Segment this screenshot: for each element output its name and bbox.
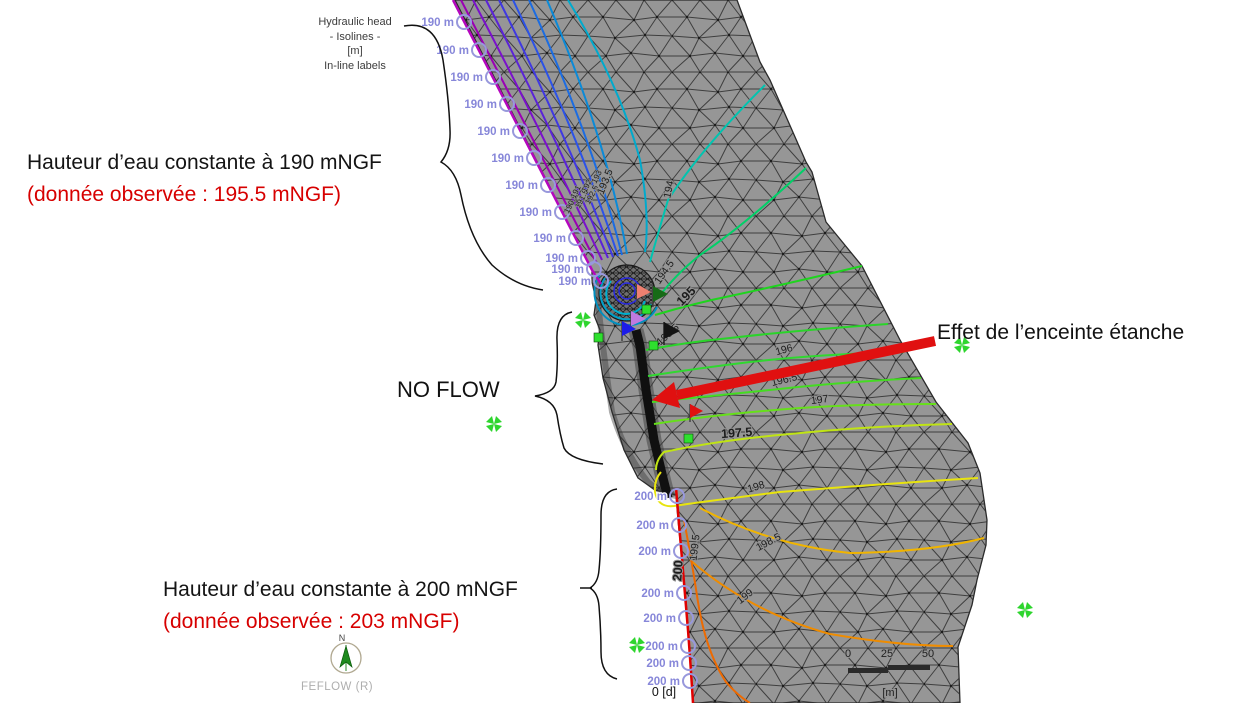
annotation-head-200: Hauteur d’eau constante à 200 mNGF (donn… [163,574,518,638]
bc-label-190: 190 m [477,126,510,138]
isoline-191 [472,0,603,261]
annotation-head-190: Hauteur d’eau constante à 190 mNGF (donn… [27,147,382,211]
annotation-graphics [403,24,618,680]
bc-190-labels: 190 m 190 m 190 m 190 m 190 m 190 m 190 … [420,16,592,290]
brace-190 [403,24,544,291]
isoline-198-5 [699,507,985,555]
bc-label-190: 190 m [421,17,454,29]
head-200-observed: (donnée observée : 203 mNGF) [163,610,460,633]
head-isoline-inner-1 [618,282,636,300]
scale-tick-0: 0 [845,648,851,660]
isoline-label: 197 [810,393,829,407]
legend-line-2: - Isolines - [329,30,381,43]
bc-label-190: 190 m [450,72,483,84]
north-arrow-icon [339,644,353,668]
bc-label-190: 190 m [533,233,566,245]
bc-label-200: 200 m [634,491,667,503]
scale-tick-25: 25 [881,648,893,660]
compass-n-label: N [339,633,346,643]
observation-points [593,304,694,444]
isoline-196-5 [651,377,922,403]
isoline-legend: Hydraulic head - Isolines - [m] In-line … [299,15,411,73]
bc-190-rings [456,14,609,289]
legend-line-4: In-line labels [324,59,386,72]
observation-markers [593,284,703,444]
head-190-observed: (donnée observée : 195.5 mNGF) [27,183,341,206]
isoline-195-5 [645,323,889,351]
isoline-191-5 [485,0,609,259]
isoline-195 [654,265,863,316]
scale-bar-segment-1 [848,668,888,673]
bc-label-190: 190 m [558,276,591,288]
annotation-no-flow: NO FLOW [397,377,500,402]
bc-label-190: 190 m [464,99,497,111]
bc-label-190: 190 m [519,207,552,219]
isoline-194 [649,84,766,263]
isoline-193-5 [546,0,628,255]
isoline-197-5 [655,423,953,471]
bc-label-190: 190 m [436,45,469,57]
isoline-193-7 [567,0,648,253]
scale-unit: [m] [882,687,897,699]
bc-label-190: 190 m [545,253,578,265]
head-isoline-arc-3 [593,273,658,327]
isoline-197 [653,403,937,425]
bc-label-200: 200 m [645,641,678,653]
isoline-label: 199.5 [687,534,702,562]
head-200-text: Hauteur d’eau constante à 200 mNGF [163,578,518,601]
annotation-enclosure-effect: Effet de l’enceinte étanche [937,321,1185,344]
scale-bar-segment-2 [888,665,930,670]
bc-line-190 [451,0,603,285]
bc-200-labels: 200 m 200 m 200 m 200 m 200 m 200 m 200 … [633,490,681,690]
flag-marker-darkgreen [652,286,668,307]
bc-label-200: 200 m [646,658,679,670]
head-isoline-arc-1 [605,280,646,315]
red-arrow-head [652,382,680,408]
isoline-199 [689,559,954,647]
isoline-192-5 [512,0,619,257]
scale-bar: 0 25 50 [m] [844,647,935,700]
brace-200 [580,488,618,680]
isoline-label: 194 [661,179,676,199]
isoline-label: 200 [670,560,685,582]
isoline-label: 197.5 [721,425,753,441]
feflow-branding: FEFLOW (R) [301,681,374,693]
flag-marker-black [663,322,680,345]
brace-no-flow [534,311,604,465]
bc-label-190: 190 m [491,153,524,165]
isoline-199-5 [683,519,751,703]
flag-marker-salmon [636,284,651,305]
isoline-193 [528,0,623,256]
scale-tick-50: 50 [922,648,934,660]
isoline-198 [653,471,979,508]
bc-label-200: 200 m [636,520,669,532]
legend-line-3: [m] [347,45,363,57]
bc-200-rings [669,488,698,689]
head-190-text: Hauteur d’eau constante à 190 mNGF [27,151,382,174]
flag-marker-red [689,404,703,422]
north-compass: N [330,633,362,674]
isoline-194-5 [657,167,807,299]
isoline-label: 196 [774,342,794,358]
bc-label-190: 190 m [551,264,584,276]
bc-label-190: 190 m [505,180,538,192]
red-arrow-shaft [675,336,937,400]
flag-marker-blue [621,321,636,341]
simulation-time-label: 0 [d] [652,685,676,699]
legend-line-1: Hydraulic head [318,16,392,28]
bc-label-200: 200 m [638,546,671,558]
enclosure-arrow [652,336,937,408]
isoline-192 [498,0,614,258]
watertight-enclosure-strip [628,328,676,500]
bc-label-200: 200 m [647,676,680,688]
bc-label-200: 200 m [643,613,676,625]
bc-label-200: 200 m [641,588,674,600]
